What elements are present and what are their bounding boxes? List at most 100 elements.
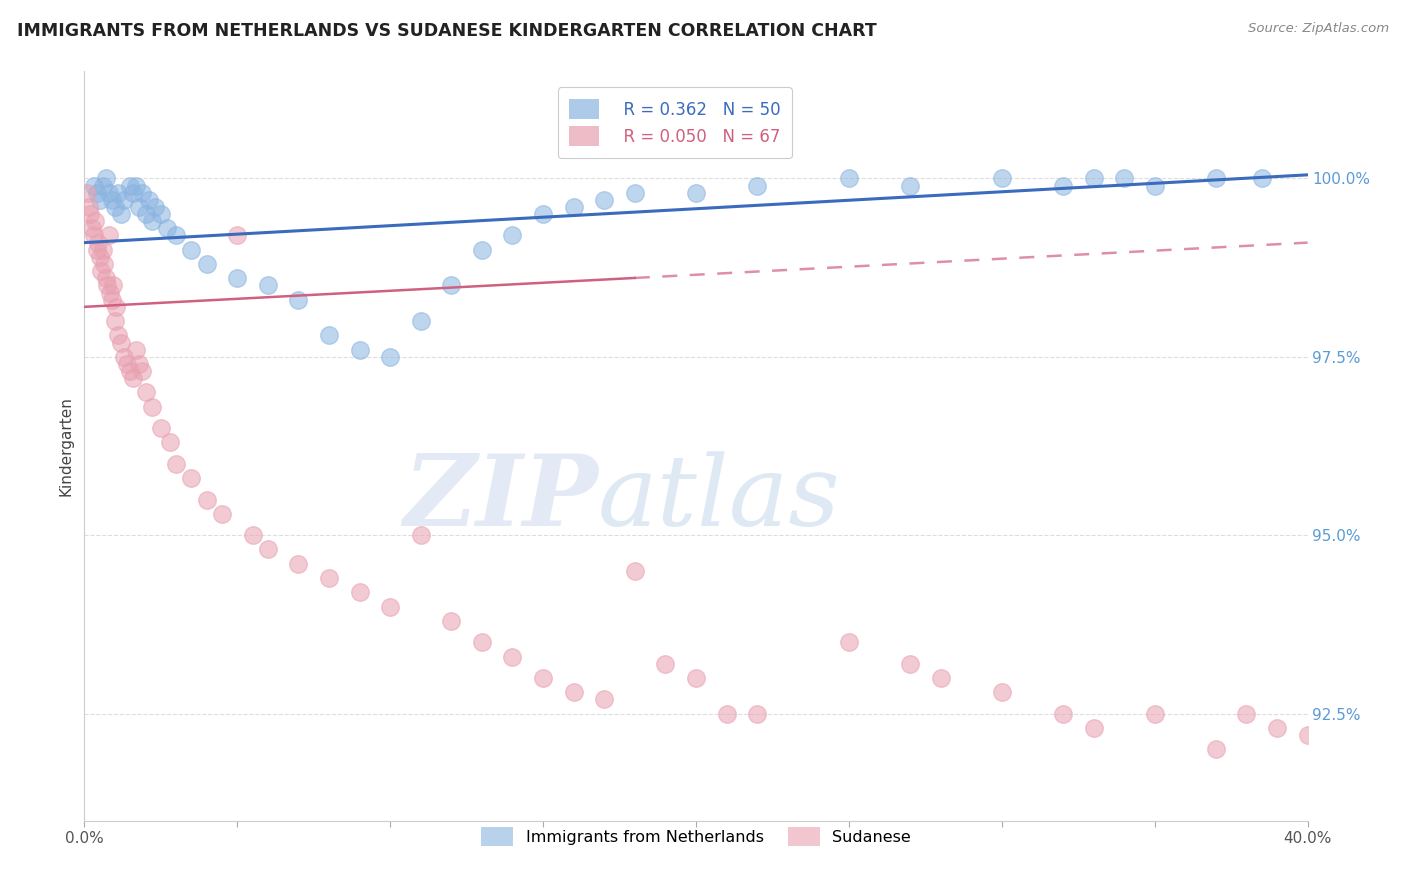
Point <box>112 193 135 207</box>
Point <box>89 250 111 264</box>
Point <box>149 421 172 435</box>
Point <box>97 186 120 200</box>
Point <box>104 314 127 328</box>
Point <box>471 243 494 257</box>
Point <box>654 657 676 671</box>
Point <box>1083 171 1105 186</box>
Point <box>96 278 118 293</box>
Point <box>98 285 121 300</box>
Point <box>110 207 132 221</box>
Point <box>120 178 142 193</box>
Point <box>685 186 707 200</box>
Point <box>195 257 218 271</box>
Point <box>135 207 157 221</box>
Point <box>141 400 163 414</box>
Point <box>898 178 921 193</box>
Point <box>87 235 110 250</box>
Point <box>195 492 218 507</box>
Point <box>440 278 463 293</box>
Point <box>104 200 127 214</box>
Point <box>107 328 129 343</box>
Point <box>380 350 402 364</box>
Point <box>159 435 181 450</box>
Point <box>1205 171 1227 186</box>
Point <box>156 221 179 235</box>
Point <box>409 314 432 328</box>
Point <box>86 186 108 200</box>
Text: ZIP: ZIP <box>404 450 598 547</box>
Point <box>80 221 103 235</box>
Point <box>440 614 463 628</box>
Point <box>89 193 111 207</box>
Point <box>1114 171 1136 186</box>
Point <box>86 243 108 257</box>
Point <box>91 243 114 257</box>
Point <box>1296 728 1319 742</box>
Point <box>83 228 105 243</box>
Point <box>103 278 125 293</box>
Point <box>149 207 172 221</box>
Text: IMMIGRANTS FROM NETHERLANDS VS SUDANESE KINDERGARTEN CORRELATION CHART: IMMIGRANTS FROM NETHERLANDS VS SUDANESE … <box>17 22 876 40</box>
Point <box>624 186 647 200</box>
Point <box>242 528 264 542</box>
Point <box>1143 706 1166 721</box>
Point <box>747 706 769 721</box>
Point <box>991 171 1014 186</box>
Point <box>90 264 112 278</box>
Point <box>349 585 371 599</box>
Point <box>105 300 128 314</box>
Point <box>409 528 432 542</box>
Point <box>77 200 100 214</box>
Point <box>1083 721 1105 735</box>
Point <box>101 193 124 207</box>
Point <box>1265 721 1288 735</box>
Point <box>502 228 524 243</box>
Text: atlas: atlas <box>598 450 841 546</box>
Point <box>112 350 135 364</box>
Point <box>593 193 616 207</box>
Point <box>115 357 138 371</box>
Point <box>94 171 117 186</box>
Point <box>838 635 860 649</box>
Y-axis label: Kindergarten: Kindergarten <box>58 396 73 496</box>
Point <box>1236 706 1258 721</box>
Point <box>110 335 132 350</box>
Point <box>991 685 1014 699</box>
Point <box>122 186 145 200</box>
Point <box>128 357 150 371</box>
Point <box>685 671 707 685</box>
Point <box>1205 742 1227 756</box>
Point <box>502 649 524 664</box>
Point <box>1143 178 1166 193</box>
Point <box>120 364 142 378</box>
Point <box>747 178 769 193</box>
Point <box>128 200 150 214</box>
Point <box>531 671 554 685</box>
Point <box>226 271 249 285</box>
Point <box>180 243 202 257</box>
Point <box>79 207 101 221</box>
Point <box>318 328 340 343</box>
Point <box>257 278 280 293</box>
Point <box>122 371 145 385</box>
Point <box>138 193 160 207</box>
Point <box>84 214 107 228</box>
Point <box>76 186 98 200</box>
Point <box>165 457 187 471</box>
Point <box>929 671 952 685</box>
Legend: Immigrants from Netherlands, Sudanese: Immigrants from Netherlands, Sudanese <box>472 820 920 854</box>
Point <box>471 635 494 649</box>
Point <box>141 214 163 228</box>
Point <box>531 207 554 221</box>
Point <box>1052 706 1074 721</box>
Point <box>131 364 153 378</box>
Point <box>97 228 120 243</box>
Point <box>257 542 280 557</box>
Point <box>125 178 148 193</box>
Point <box>287 557 309 571</box>
Point <box>107 186 129 200</box>
Text: Source: ZipAtlas.com: Source: ZipAtlas.com <box>1249 22 1389 36</box>
Point <box>125 343 148 357</box>
Point <box>562 200 585 214</box>
Point <box>226 228 249 243</box>
